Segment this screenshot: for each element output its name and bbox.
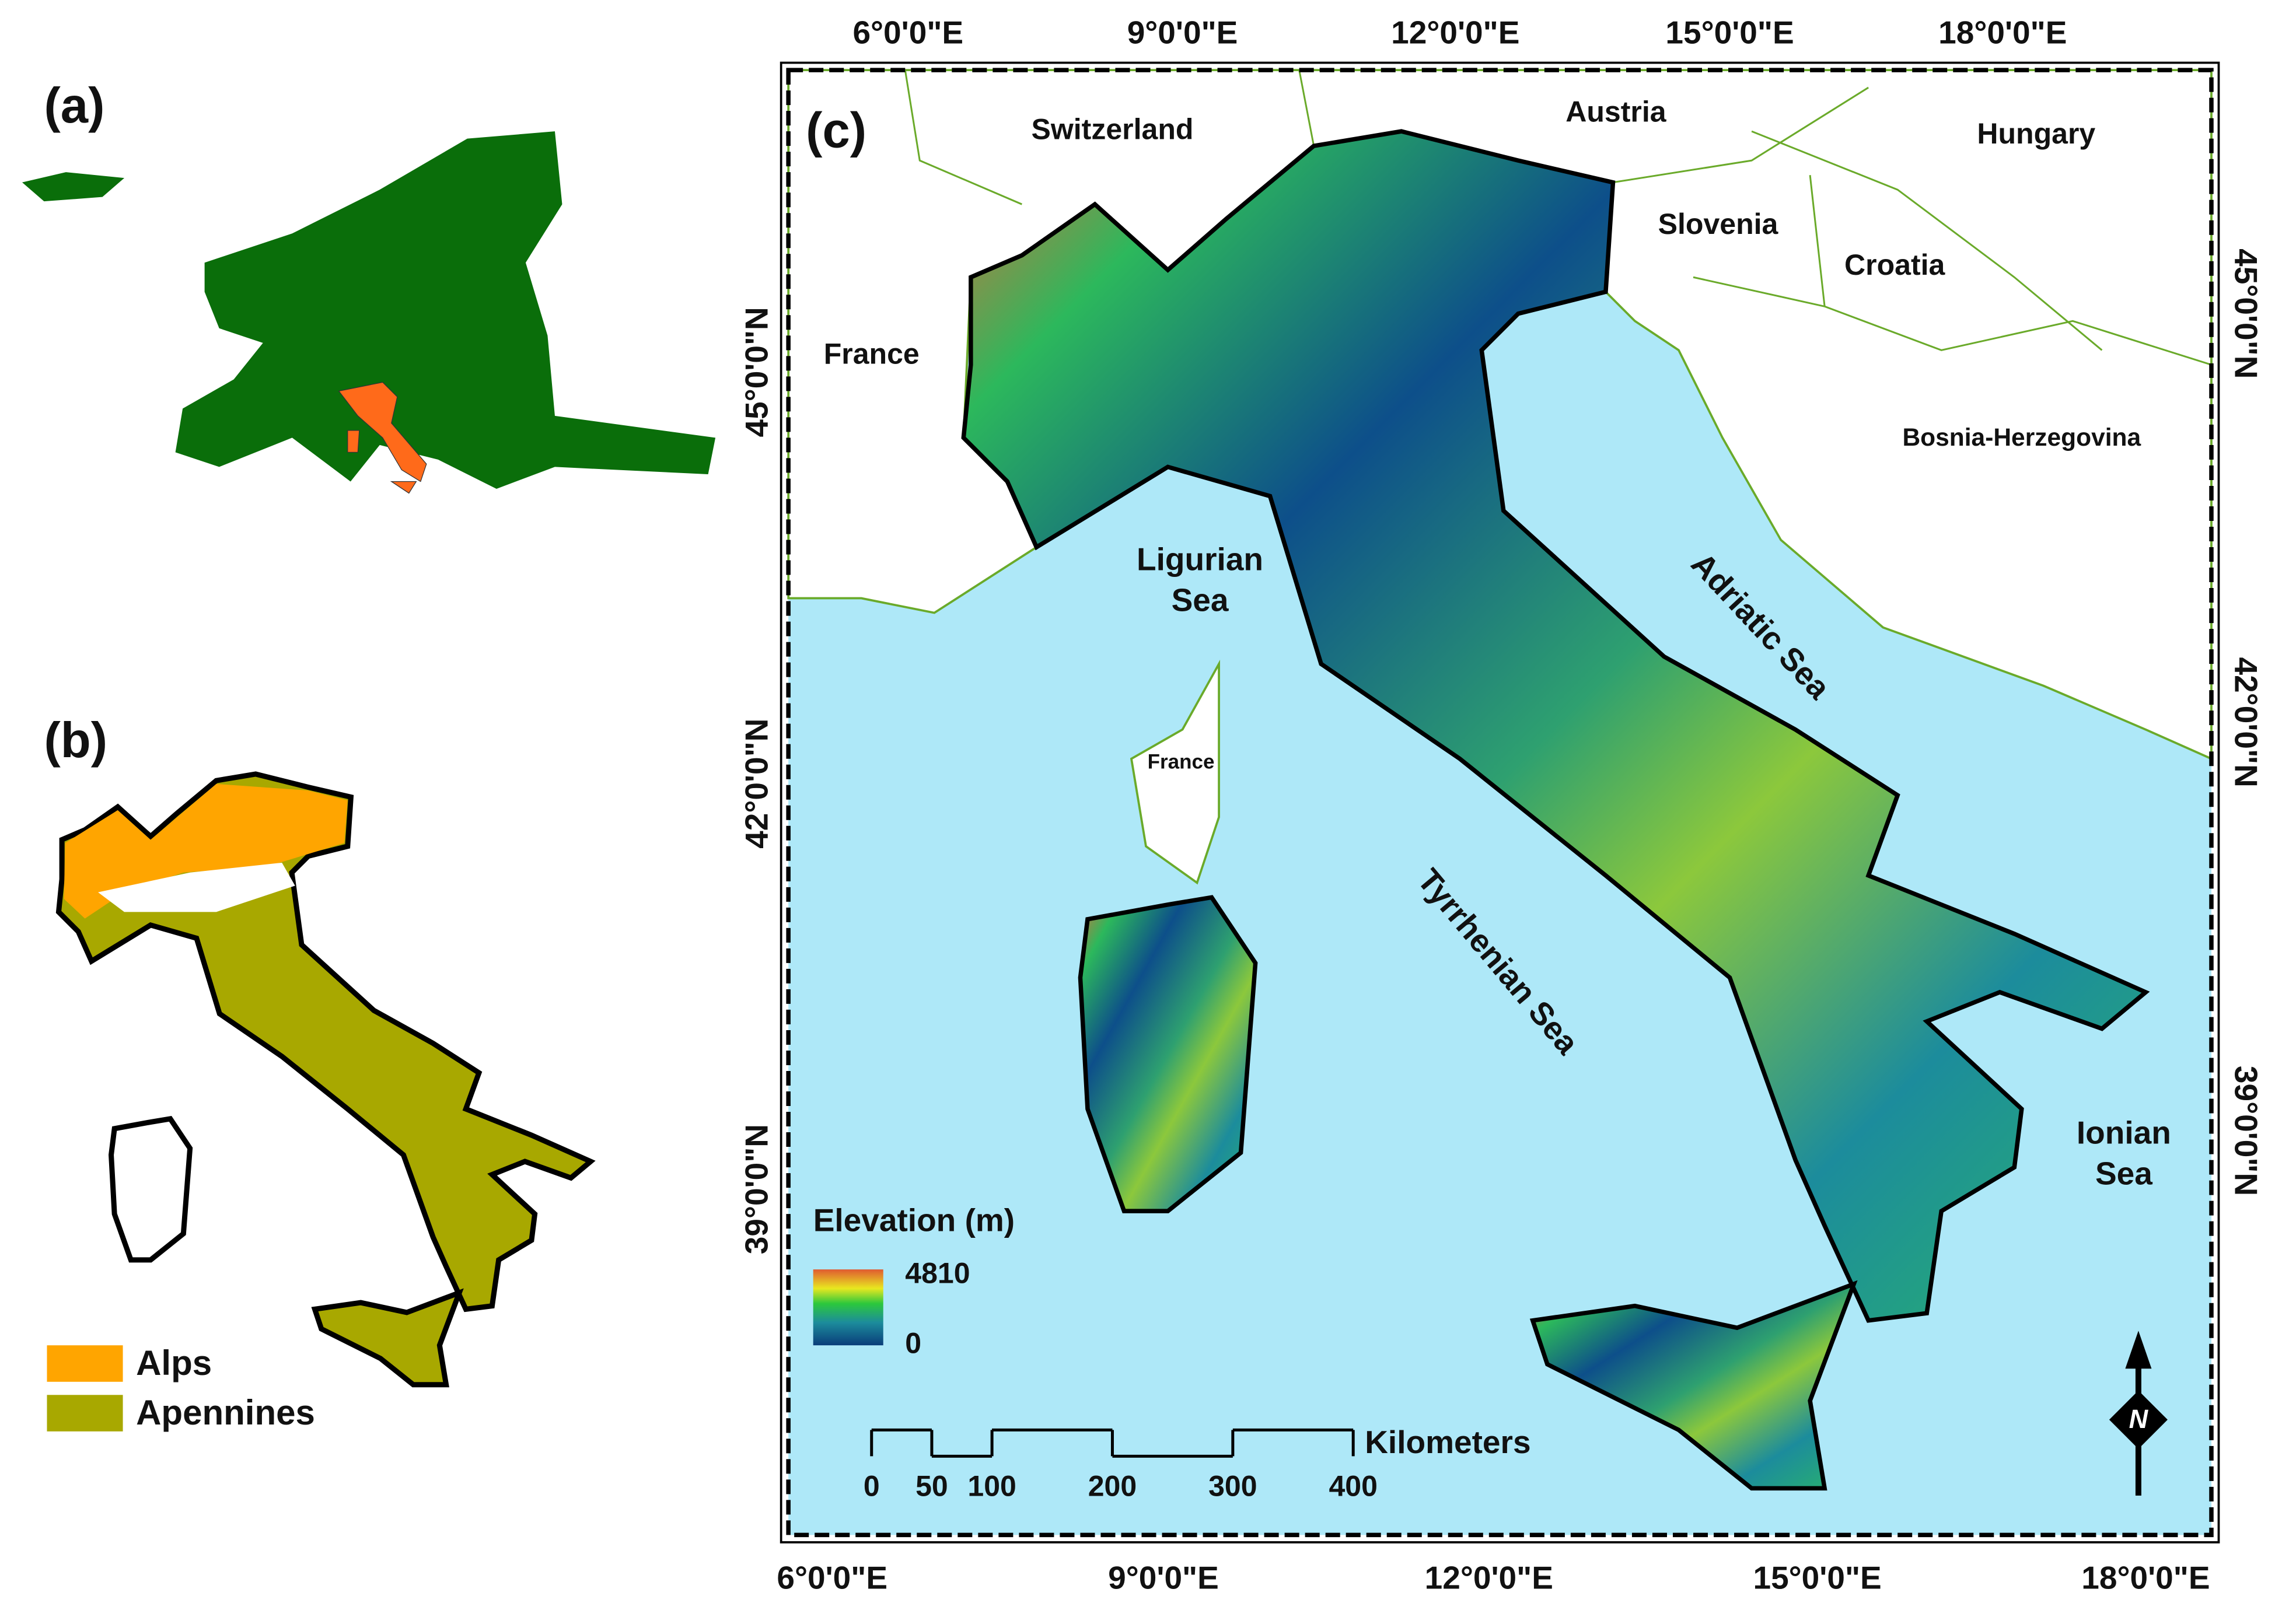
place-label: Bosnia-Herzegovina	[1902, 424, 2141, 452]
legend-label: Alps	[136, 1343, 212, 1382]
place-label: Austria	[1565, 95, 1667, 128]
longitude-label: 6°0'0"E	[852, 15, 963, 51]
scale-unit: Kilometers	[1365, 1424, 1530, 1460]
sea-label: Sea	[2095, 1156, 2152, 1192]
longitude-label: 18°0'0"E	[1938, 15, 2067, 51]
latitude-label: 39°0'0"N	[2228, 1066, 2264, 1196]
panel-label: (c)	[806, 103, 866, 159]
scale-tick-label: 400	[1329, 1470, 1377, 1503]
longitude-label: 9°0'0"E	[1127, 15, 1238, 51]
italy-highlight	[338, 382, 427, 494]
panel-label: (b)	[44, 713, 107, 768]
longitude-label: 12°0'0"E	[1391, 15, 1519, 51]
north-label: N	[2129, 1404, 2149, 1434]
panel-label: (a)	[44, 78, 104, 134]
latitude-label: 42°0'0"N	[2228, 657, 2264, 788]
place-label: Croatia	[1844, 249, 1946, 281]
place-label: France	[1148, 750, 1215, 773]
map-frame	[786, 68, 2214, 1538]
legend-label: Apennines	[136, 1393, 315, 1432]
panel-c: (c) 6°0'0"E 9°0'0"E 12°0'0"E 15°0'0"E 18°0'0…	[739, 15, 2264, 1596]
scale-tick-label: 200	[1088, 1470, 1137, 1503]
sea-label: Sea	[1172, 582, 1229, 618]
latitude-label: 42°0'0"N	[739, 719, 775, 849]
place-label: France	[824, 338, 920, 370]
north-arrow-head	[2125, 1331, 2152, 1369]
place-label: Switzerland	[1032, 113, 1194, 145]
map-frame-outer	[780, 61, 2220, 1544]
legend-min: 0	[905, 1326, 921, 1359]
panel-a: (a)	[22, 78, 716, 494]
map-annotations: 6°0'0"E 9°0'0"E 12°0'0"E 15°0'0"E 18°0'0"E 6°…	[739, 15, 2264, 1596]
sea-label: Ionian	[2077, 1115, 2171, 1151]
longitude-label: 15°0'0"E	[1753, 1559, 1881, 1595]
sea-label: Ligurian	[1137, 541, 1263, 578]
borders	[904, 69, 2212, 366]
longitude-label: 9°0'0"E	[1108, 1559, 1219, 1595]
latitude-label: 45°0'0"N	[739, 307, 775, 437]
legend-swatch	[47, 1345, 123, 1382]
longitude-label: 15°0'0"E	[1665, 15, 1794, 51]
legend: Alps Apennines	[47, 1343, 315, 1432]
place-label: Hungary	[1977, 117, 2095, 150]
scale-tick-label: 100	[967, 1470, 1016, 1503]
scale-bar	[870, 1428, 1355, 1458]
elevation-ramp	[813, 1269, 883, 1346]
panel-b: (b) Alps Apennines	[44, 713, 590, 1432]
plain-region	[98, 862, 295, 912]
legend-title: Elevation (m)	[813, 1202, 1015, 1238]
italy-regions	[58, 774, 590, 1385]
legend-max: 4810	[905, 1256, 970, 1289]
longitude-label: 12°0'0"E	[1425, 1559, 1553, 1595]
sardinia	[1080, 897, 1255, 1211]
place-label: Slovenia	[1658, 208, 1779, 240]
scale-tick-label: 50	[915, 1470, 948, 1503]
latitude-label: 39°0'0"N	[739, 1124, 775, 1254]
longitude-label: 6°0'0"E	[777, 1559, 887, 1595]
corsica	[1130, 659, 1220, 885]
sardinia-region	[111, 1119, 190, 1260]
latitude-label: 45°0'0"N	[2228, 249, 2264, 379]
longitude-label: 18°0'0"E	[2081, 1559, 2210, 1595]
scale-tick-label: 300	[1208, 1470, 1257, 1503]
sicily-region	[314, 1293, 459, 1385]
scale-tick-label: 0	[864, 1470, 880, 1503]
legend-swatch	[47, 1395, 123, 1432]
europe-map	[22, 131, 716, 489]
north-arrow-diamond	[2109, 1390, 2168, 1449]
